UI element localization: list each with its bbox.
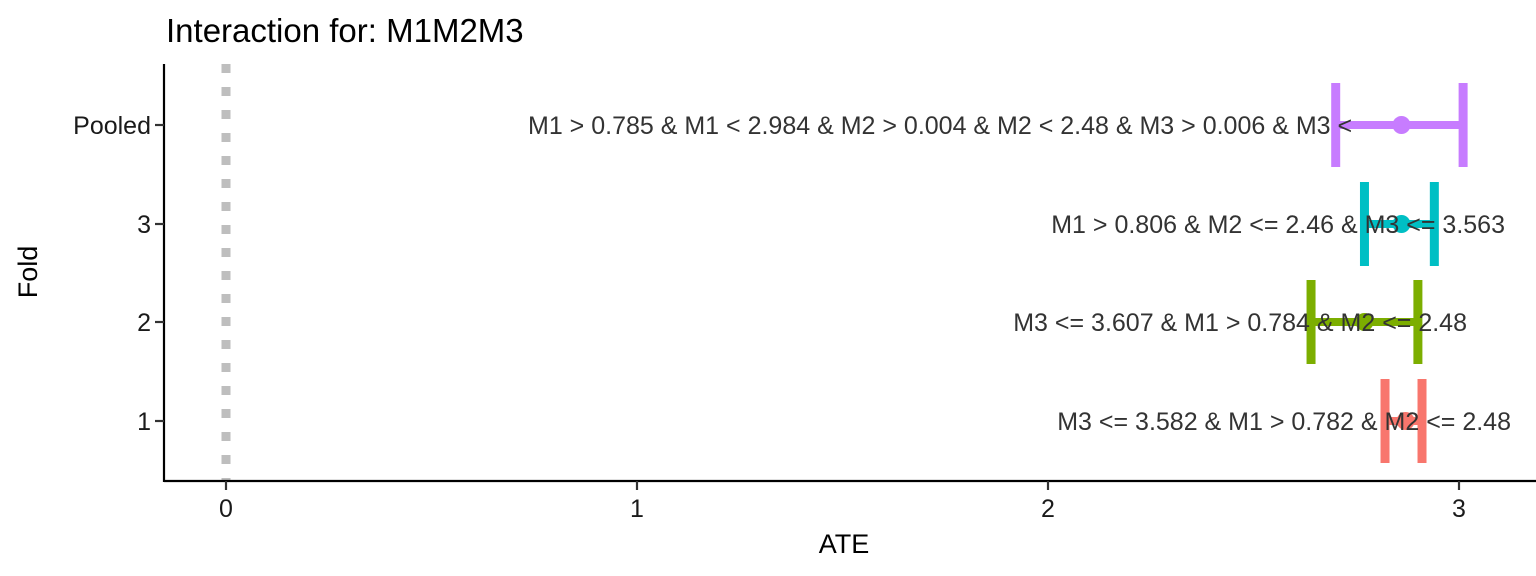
y-tick-label: Pooled	[73, 112, 151, 140]
annotation-label-fold-Pooled: M1 > 0.785 & M1 < 2.984 & M2 > 0.004 & M…	[528, 112, 1352, 140]
y-axis-title: Fold	[13, 246, 43, 299]
x-axis-ticks: 0 1 2 3	[219, 481, 1466, 523]
errorbar-layer	[1306, 83, 1468, 463]
x-tick-label: 3	[1452, 495, 1466, 523]
errorbar-fold-3	[1359, 182, 1439, 266]
x-axis-title: ATE	[819, 529, 870, 559]
annotation-label-fold-1: M3 <= 3.582 & M1 > 0.782 & M2 <= 2.48	[1057, 408, 1511, 436]
y-axis-ticks: 1 2 3 Pooled	[73, 112, 164, 436]
annotation-layer: M3 <= 3.582 & M1 > 0.782 & M2 <= 2.48 M3 …	[528, 112, 1511, 436]
estimate-point	[1355, 313, 1374, 331]
y-tick-label: 3	[137, 211, 151, 239]
annotation-label-fold-2: M3 <= 3.607 & M1 > 0.784 & M2 <= 2.48	[1013, 309, 1467, 337]
y-tick-label: 2	[137, 309, 151, 337]
chart-title: Interaction for: M1M2M3	[166, 12, 524, 49]
errorbar-fold-2	[1306, 280, 1423, 364]
errorbar-fold-Pooled	[1331, 83, 1468, 167]
errorbar-fold-1	[1380, 379, 1427, 463]
x-tick-label: 1	[630, 495, 644, 523]
estimate-point	[1392, 116, 1411, 134]
x-tick-label: 0	[219, 495, 233, 523]
estimate-point	[1392, 215, 1411, 233]
annotation-label-fold-3: M1 > 0.806 & M2 <= 2.46 & M3 <= 3.563	[1051, 211, 1505, 239]
estimate-point	[1396, 412, 1415, 430]
y-tick-label: 1	[137, 408, 151, 436]
x-tick-label: 2	[1041, 495, 1055, 523]
